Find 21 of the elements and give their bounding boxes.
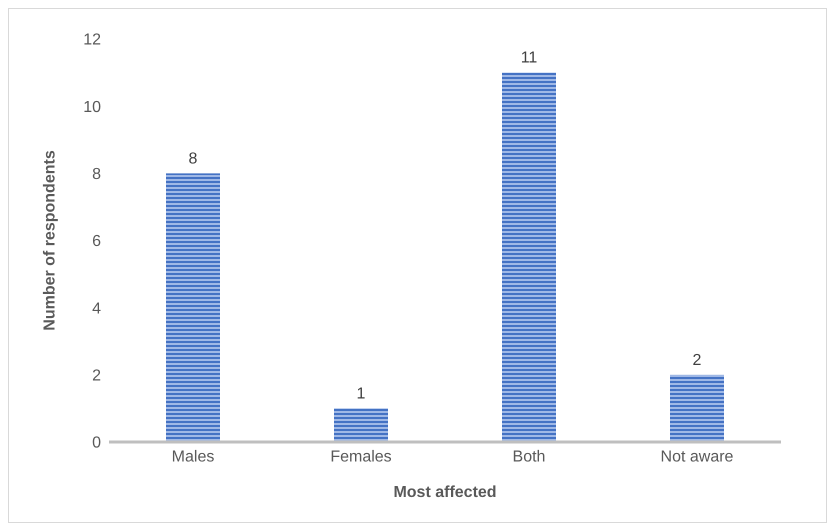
x-axis-title: Most affected [393, 484, 497, 501]
y-tick-label: 0 [92, 434, 102, 452]
x-tick-label: Males [172, 448, 214, 466]
bar [334, 408, 388, 442]
x-tick-label: Both [512, 448, 546, 466]
bar [670, 374, 724, 442]
bar [502, 72, 556, 442]
data-label: 2 [692, 352, 702, 369]
y-tick-label: 2 [92, 368, 102, 385]
y-tick-label: 10 [83, 98, 102, 116]
y-tick-label: 4 [92, 300, 102, 318]
data-label: 8 [188, 150, 198, 168]
x-tick-label: Not aware [660, 448, 734, 466]
y-axis-title: Number of respondents [42, 150, 59, 331]
y-tick-label: 6 [92, 233, 102, 250]
y-tick-label: 8 [92, 166, 102, 184]
data-label: 11 [520, 50, 538, 67]
bar [166, 173, 220, 442]
data-label: 1 [356, 385, 366, 402]
x-tick-label: Females [330, 448, 392, 466]
y-tick-label: 12 [83, 32, 102, 49]
